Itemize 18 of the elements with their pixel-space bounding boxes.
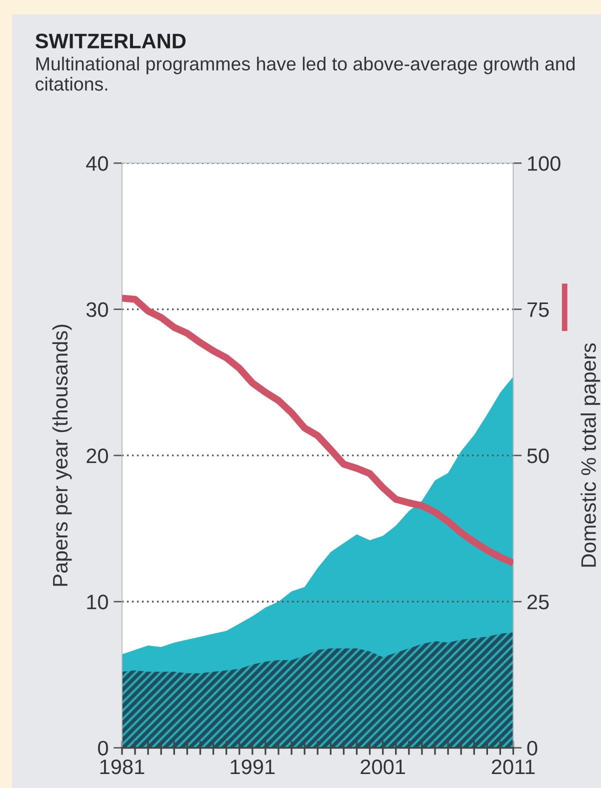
y-tick-label: 30	[86, 302, 108, 318]
y2-tick-label: 0	[527, 740, 538, 756]
x-tick-label: 2001	[360, 759, 405, 774]
x-tick-label: 1991	[230, 759, 275, 774]
y2-tick-label: 75	[528, 302, 549, 318]
y-axis-title: Papers per year (thousands)	[52, 324, 72, 586]
chart-subtitle: Multinational programmes have led to above-average growth and citations.	[36, 56, 575, 91]
y2-tick-label: 50	[527, 448, 549, 464]
y2-tick-label: 25	[527, 594, 549, 610]
chart-title: SWITZERLAND	[35, 34, 186, 48]
y-tick-label: 0	[98, 740, 108, 756]
y-tick-label: 10	[87, 594, 108, 610]
y-tick-label: 20	[86, 448, 108, 464]
x-tick-label: 2011	[492, 759, 535, 774]
x-tick-label: 1981	[100, 759, 144, 774]
y2-axis-title: Domestic % total papers	[580, 343, 600, 567]
y2-tick-label: 100	[528, 156, 560, 171]
y-tick-label: 40	[86, 156, 108, 171]
